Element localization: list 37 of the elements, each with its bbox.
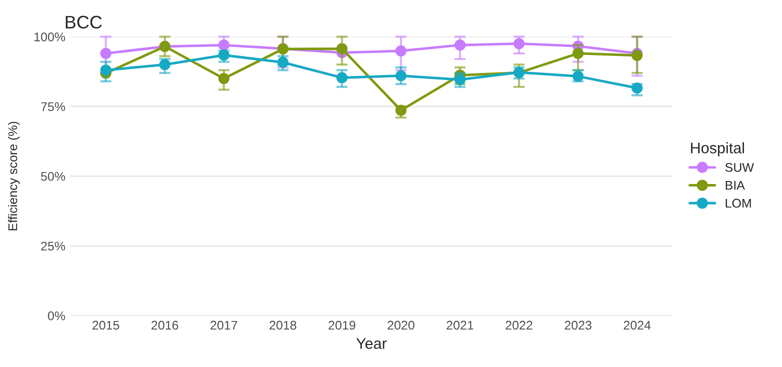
point bbox=[395, 70, 407, 82]
y-tick-label: 50% bbox=[41, 172, 66, 181]
point bbox=[454, 40, 466, 51]
point bbox=[336, 72, 348, 84]
point bbox=[454, 74, 466, 86]
x-tick-label: 2018 bbox=[270, 320, 296, 330]
point bbox=[218, 72, 230, 84]
legend-title: Hospital bbox=[691, 142, 744, 156]
legend-label: BIA bbox=[726, 181, 745, 190]
point bbox=[100, 64, 112, 76]
y-tick-label: 75% bbox=[41, 102, 66, 112]
x-tick-label: 2015 bbox=[92, 320, 120, 330]
x-axis-title: Year bbox=[356, 338, 387, 349]
y-tick-label: 100% bbox=[34, 32, 66, 42]
point bbox=[395, 104, 407, 116]
point bbox=[218, 40, 230, 51]
x-tick-label: 2024 bbox=[624, 320, 651, 330]
point bbox=[277, 56, 288, 68]
chart-title: BCC bbox=[66, 16, 102, 29]
point bbox=[159, 59, 170, 70]
x-tick-label: 2019 bbox=[328, 320, 356, 330]
legend-label: LOM bbox=[726, 198, 751, 208]
x-tick-label: 2017 bbox=[210, 320, 238, 330]
legend-label: SUW bbox=[725, 163, 754, 172]
y-tick-label: 0% bbox=[48, 311, 66, 320]
x-tick-label: 2021 bbox=[446, 320, 474, 330]
point bbox=[336, 43, 348, 54]
point bbox=[100, 48, 112, 59]
x-tick-label: 2023 bbox=[564, 320, 592, 330]
x-tick-label: 2016 bbox=[152, 320, 178, 330]
y-axis-title: Efficiency score (%) bbox=[8, 122, 20, 230]
x-tick-label: 2022 bbox=[506, 320, 532, 330]
x-tick-label: 2020 bbox=[388, 320, 414, 330]
point bbox=[513, 38, 525, 50]
y-tick-label: 25% bbox=[41, 242, 66, 251]
point bbox=[395, 45, 407, 56]
point bbox=[572, 48, 584, 59]
